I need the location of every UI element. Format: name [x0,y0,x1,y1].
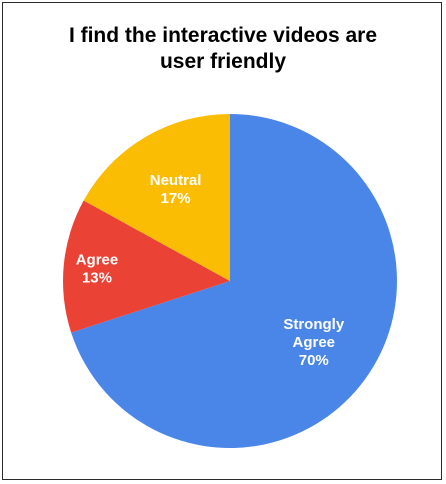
chart-title-line-2: user friendly [159,50,287,73]
slice-label-strongly-agree: Strongly Agree 70% [283,316,344,369]
slice-value-label: 13% [82,269,112,286]
chart-title-line-1: I find the interactive videos are [68,24,378,47]
pie-slice-strongly-agree [71,114,398,448]
slice-name-label: Strongly [283,316,344,333]
pie-slice-neutral [83,114,230,281]
slice-value-label: 17% [161,190,191,207]
slice-name-label: Agree [293,334,336,351]
slice-name-label: Agree [76,251,119,268]
slice-label-neutral: Neutral 17% [150,172,202,207]
slice-label-agree: Agree 13% [76,251,119,286]
slice-name-label: Neutral [150,172,202,189]
pie-slice-agree [63,200,231,333]
chart-title: I find the interactive videos are user f… [3,23,443,75]
slice-value-label: 70% [299,352,329,369]
